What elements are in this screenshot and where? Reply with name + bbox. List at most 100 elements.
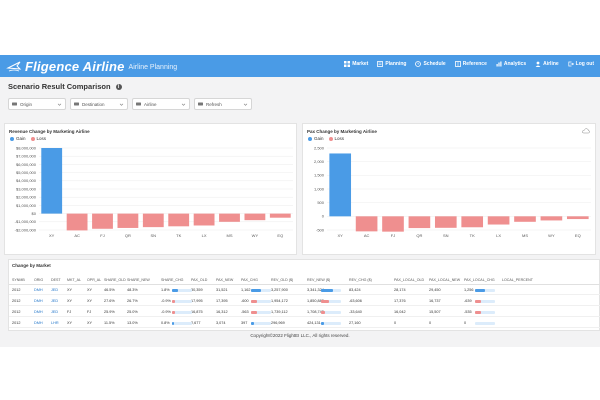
nav-item-logout[interactable]: Log out <box>568 61 594 67</box>
change-bar <box>321 289 341 292</box>
y-tick-label: 1,000 <box>314 186 325 191</box>
bar-lx <box>193 213 215 226</box>
table-cell[interactable]: LHR <box>51 321 59 325</box>
table-row[interactable]: 2012 DMH LHR XY XY 11.5% 13.0% 0.8% 2,677 3,074 39… <box>9 319 600 328</box>
column-header[interactable]: SHARE_NEW <box>127 278 150 282</box>
table-row[interactable]: 2012 DMH JED XY XY 46.5% 48.3% 1.8% 30,359 31,521… <box>9 286 600 295</box>
column-header[interactable]: REV_CHG ($) <box>349 278 372 282</box>
table-cell: 16,737 <box>429 299 441 303</box>
table-cell[interactable]: JED <box>51 288 59 292</box>
column-header[interactable]: PAX_LOCAL_NEW <box>429 278 461 282</box>
column-header[interactable]: ORIG <box>34 278 44 282</box>
table-cell: 296,969 <box>271 321 285 325</box>
legend-gain[interactable]: Gain <box>10 136 26 141</box>
nav-label: Planning <box>385 61 407 67</box>
nav-item-planning[interactable]: Planning <box>377 61 406 67</box>
legend-gain[interactable]: Gain <box>308 136 324 141</box>
change-bar-fill <box>251 311 257 314</box>
column-header[interactable]: REV_OLD ($) <box>271 278 294 282</box>
legend-loss[interactable]: Loss <box>30 136 46 141</box>
plan-icon <box>377 61 384 67</box>
nav-label: Schedule <box>423 61 446 67</box>
table-cell[interactable]: DMH <box>34 310 43 314</box>
table-cell[interactable]: DMH <box>34 321 43 325</box>
table-cell: 16,312 <box>216 310 228 314</box>
footer-copyright: Copyright©2022 FlightEI LLC., All rights… <box>250 333 350 338</box>
change-bar-fill <box>172 311 175 314</box>
column-header[interactable]: SYNMB <box>12 278 25 282</box>
bar-xy <box>41 148 63 214</box>
x-tick-label: LX <box>202 233 207 238</box>
airline-icon <box>136 102 141 106</box>
x-tick-label: QR <box>416 233 422 238</box>
column-header[interactable]: PAX_NEW <box>216 278 234 282</box>
brand[interactable]: Fligence Airline Airline Planning <box>6 58 177 74</box>
table-cell: 2012 <box>12 310 21 314</box>
nav-label: Log out <box>575 61 594 67</box>
legend-loss[interactable]: Loss <box>328 136 344 141</box>
column-header[interactable]: MKT_AL <box>67 278 81 282</box>
y-tick-label: 2,500 <box>314 145 325 150</box>
column-header[interactable]: DEST <box>51 278 61 282</box>
y-tick-label: -500 <box>316 227 325 232</box>
nav-item-analytics[interactable]: Analytics <box>496 61 526 67</box>
change-bar-fill <box>251 300 257 303</box>
table-cell[interactable]: DMH <box>34 288 43 292</box>
column-header[interactable]: PAX_LOCAL_CHG <box>464 278 495 282</box>
table-cell: 2,677 <box>191 321 201 325</box>
column-header[interactable]: LOCAL_PERCENT <box>502 278 533 282</box>
column-header[interactable]: OPR_AL <box>87 278 102 282</box>
chart-legend: Gain Loss <box>308 136 349 141</box>
column-header[interactable]: PAX_CHG <box>241 278 258 282</box>
page-title: Scenario Result Comparison <box>8 82 111 91</box>
change-by-market-table: Change by Market SYNMB ORIG DEST MKT_AL OPR_… <box>8 259 600 331</box>
column-header[interactable]: SHARE_OLD <box>104 278 126 282</box>
chevron-down-icon <box>243 103 248 106</box>
destination-select[interactable]: Destination <box>70 98 128 110</box>
x-tick-label: WY <box>252 233 259 238</box>
x-tick-label: EQ <box>277 233 283 238</box>
nav-item-market[interactable]: Market <box>344 61 368 67</box>
change-bar <box>321 322 341 325</box>
bar-fj <box>382 216 404 232</box>
refresh-select[interactable]: Refresh <box>194 98 252 110</box>
logout-icon <box>568 61 574 67</box>
y-tick-label: $7,000,000 <box>16 154 37 159</box>
table-cell: 30,359 <box>191 288 203 292</box>
table-cell: 1,708,742 <box>307 310 324 314</box>
change-bar <box>172 322 192 325</box>
y-tick-label: $8,000,000 <box>16 145 37 150</box>
airline-select[interactable]: Airline <box>132 98 190 110</box>
column-header[interactable]: SHARE_CHG <box>161 278 184 282</box>
table-row[interactable]: 2012 DMH JED XY XY 27.6% 26.7% -0.9% 17,995 17,39… <box>9 297 600 306</box>
table-cell[interactable]: JED <box>51 310 59 314</box>
chevron-down-icon <box>119 103 124 106</box>
origin-select[interactable]: Origin <box>8 98 66 110</box>
table-title: Change by Market <box>12 263 51 268</box>
bar-sn <box>142 213 164 228</box>
table-cell: 1,954,172 <box>271 299 288 303</box>
download-icon[interactable] <box>582 128 590 134</box>
table-cell: 31,521 <box>216 288 228 292</box>
x-tick-label: SN <box>151 233 157 238</box>
table-cell: 1,256 <box>464 288 474 292</box>
table-cell[interactable]: JED <box>51 299 59 303</box>
column-header[interactable]: PAX_LOCAL_OLD <box>394 278 425 282</box>
table-cell: 15,507 <box>429 310 441 314</box>
y-tick-label: 2,000 <box>314 159 325 164</box>
info-icon[interactable]: i <box>115 83 122 90</box>
column-header[interactable]: PAX_OLD <box>191 278 208 282</box>
table-cell: 17,995 <box>191 299 203 303</box>
nav-item-airline[interactable]: Airline <box>535 61 559 67</box>
nav-item-schedule[interactable]: Schedule <box>415 61 446 67</box>
table-row[interactable]: 2012 DMH JED FJ FJ 25.9% 25.0% -0.9% 16,875 16,31… <box>9 308 600 317</box>
nav-item-reference[interactable]: Reference <box>454 61 487 67</box>
change-bar-fill <box>172 322 174 325</box>
y-tick-label: 1,500 <box>314 173 325 178</box>
table-cell: 2012 <box>12 321 21 325</box>
legend-label: Gain <box>16 136 26 141</box>
table-cell[interactable]: DMH <box>34 299 43 303</box>
table-cell: -33,640 <box>349 310 362 314</box>
table-cell: FJ <box>87 310 92 314</box>
column-header[interactable]: REV_NEW ($) <box>307 278 331 282</box>
